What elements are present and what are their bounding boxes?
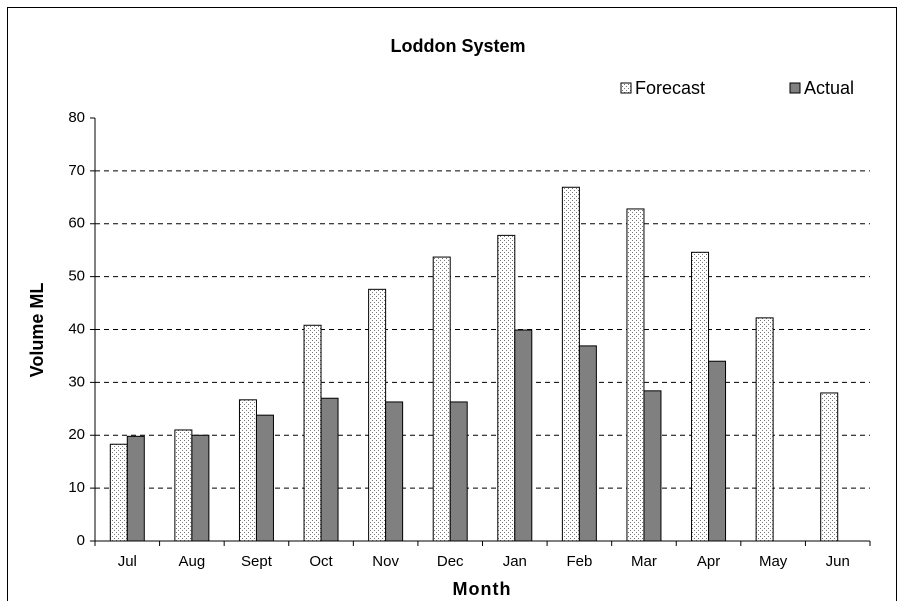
- bar: [561, 186, 580, 542]
- x-tick-label: Jun: [826, 553, 850, 570]
- legend-label: Forecast: [635, 78, 705, 98]
- bar: [368, 288, 387, 542]
- bar: [320, 397, 339, 542]
- x-tick-label: May: [759, 553, 788, 570]
- x-tick-label: Aug: [179, 553, 206, 570]
- bar: [449, 401, 468, 542]
- bar: [255, 414, 274, 542]
- y-tick-label: 80: [68, 109, 85, 126]
- legend-label: Actual: [804, 78, 854, 98]
- bar: [174, 429, 193, 542]
- y-tick-label: 0: [77, 532, 85, 549]
- y-tick-label: 60: [68, 215, 85, 232]
- bar: [238, 399, 257, 542]
- y-tick-label: 50: [68, 268, 85, 285]
- bar: [643, 390, 662, 542]
- legend-swatch: [789, 82, 801, 94]
- y-tick-label: 20: [68, 426, 85, 443]
- bar: [626, 208, 645, 542]
- bar: [126, 435, 145, 542]
- bar: [497, 234, 516, 542]
- bar: [109, 443, 128, 542]
- y-tick-label: 70: [68, 162, 85, 179]
- bar: [755, 317, 774, 542]
- bar: [708, 360, 727, 542]
- x-tick-label: Nov: [372, 553, 399, 570]
- bar: [432, 256, 451, 542]
- legend-swatch: [620, 82, 632, 94]
- x-tick-label: Mar: [631, 553, 657, 570]
- y-axis-label: Volume ML: [27, 283, 47, 378]
- bar: [191, 434, 210, 542]
- x-tick-label: Oct: [309, 553, 333, 570]
- bar: [385, 401, 404, 542]
- chart-title: Loddon System: [390, 36, 525, 56]
- x-tick-label: Sept: [241, 553, 273, 570]
- bar: [303, 324, 322, 542]
- bar: [578, 345, 597, 542]
- x-axis-label: Month: [453, 579, 512, 599]
- x-tick-label: Jul: [118, 553, 137, 570]
- x-tick-label: Dec: [437, 553, 464, 570]
- y-tick-label: 40: [68, 320, 85, 337]
- x-tick-label: Jan: [503, 553, 527, 570]
- bar: [820, 392, 839, 542]
- x-tick-label: Apr: [697, 553, 720, 570]
- y-tick-label: 10: [68, 479, 85, 496]
- y-tick-label: 30: [68, 373, 85, 390]
- x-tick-label: Feb: [566, 553, 592, 570]
- bar: [514, 329, 533, 542]
- bar: [691, 251, 710, 542]
